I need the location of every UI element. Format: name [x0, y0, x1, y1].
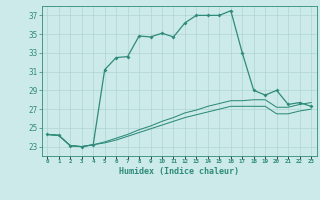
- X-axis label: Humidex (Indice chaleur): Humidex (Indice chaleur): [119, 167, 239, 176]
